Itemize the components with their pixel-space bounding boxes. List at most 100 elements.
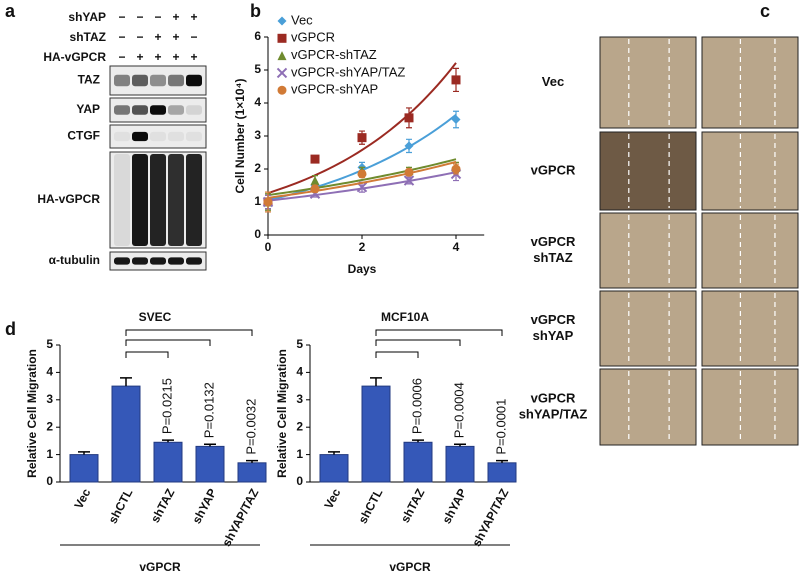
y-tick-label: 0 [296, 474, 303, 488]
error-bar [120, 377, 132, 387]
blot-band [132, 154, 148, 246]
group-label: vGPCR [139, 560, 181, 574]
legend-marker [277, 85, 287, 95]
comparison-bracket [125, 329, 253, 336]
y-tick-label: 4 [296, 365, 303, 379]
y-tick-label: 5 [46, 337, 53, 351]
fit-curve [267, 160, 457, 199]
marker [310, 176, 320, 186]
blot-band [150, 257, 166, 265]
error-bar [370, 377, 382, 387]
blot-band [186, 154, 202, 246]
x-tick-label: shCTL [356, 486, 386, 526]
protein-label: TAZ [78, 73, 100, 87]
row-label: vGPCR [531, 234, 576, 249]
panel-label: c [760, 1, 770, 21]
wound-image [701, 368, 799, 446]
blot-band [114, 131, 130, 142]
marker [404, 141, 414, 151]
error-bar [328, 451, 340, 455]
comparison-bracket [375, 351, 419, 358]
protein-label: CTGF [67, 129, 100, 143]
legend-label: vGPCR [291, 30, 335, 45]
marker [451, 115, 461, 124]
blot-band [150, 74, 166, 87]
bar [69, 454, 99, 483]
bar [111, 385, 141, 483]
blot-band [132, 257, 148, 265]
y-tick-label: 1 [296, 447, 303, 461]
blot-band [114, 257, 130, 265]
p-value: P=0.0001 [493, 399, 508, 455]
row-label: vGPCR [531, 390, 576, 405]
comparison-bracket [125, 339, 211, 346]
condition-sign: + [190, 50, 197, 64]
y-tick-label: 2 [254, 161, 261, 175]
legend-label: vGPCR-shYAP [291, 82, 378, 97]
y-tick-label: 2 [46, 419, 53, 433]
blot-band [114, 105, 130, 115]
condition-sign: + [154, 50, 161, 64]
legend-marker [277, 16, 287, 26]
x-tick-label: 4 [453, 240, 460, 254]
chart-title: MCF10A [381, 310, 429, 324]
fit-curve [267, 158, 457, 197]
panel-label: a [5, 1, 16, 21]
legend-label: vGPCR-shYAP/TAZ [291, 64, 405, 79]
y-tick-label: 5 [254, 62, 261, 76]
error-bar [246, 459, 258, 463]
y-tick-label: 0 [46, 474, 53, 488]
p-value: P=0.0032 [243, 399, 258, 455]
bar [403, 441, 433, 483]
marker [357, 169, 367, 179]
x-tick-label: shTAZ [148, 486, 177, 525]
blot-band [132, 131, 148, 142]
y-tick-label: 1 [254, 194, 261, 208]
y-axis-title: Relative Cell Migration [275, 349, 289, 478]
condition-sign: − [154, 10, 161, 24]
blot-band [168, 154, 184, 246]
x-tick-label: 2 [359, 240, 366, 254]
y-axis-title: Cell Number (1×10⁴) [233, 79, 247, 194]
bar [445, 445, 475, 483]
legend-marker [277, 33, 287, 43]
marker [357, 133, 367, 143]
comparison-bracket [375, 339, 461, 346]
x-tick-label: shTAZ [398, 486, 427, 525]
blot-band [150, 105, 166, 115]
p-value: P=0.0004 [451, 382, 466, 438]
row-label: shYAP [533, 328, 574, 343]
y-tick-label: 3 [296, 392, 303, 406]
y-tick-label: 3 [46, 392, 53, 406]
condition-sign: + [172, 50, 179, 64]
wound-image [701, 212, 799, 289]
y-tick-label: 3 [254, 128, 261, 142]
legend-label: Vec [291, 12, 313, 27]
row-label: shYAP/TAZ [519, 406, 588, 421]
marker [404, 167, 414, 177]
legend-label: vGPCR-shTAZ [291, 47, 377, 62]
blot-band [168, 131, 184, 142]
error-bar [412, 439, 424, 443]
comparison-bracket [375, 329, 503, 336]
condition-label: shYAP [68, 10, 106, 24]
bar [361, 385, 391, 483]
y-tick-label: 2 [296, 419, 303, 433]
x-tick-label: shYAP/TAZ [219, 486, 261, 549]
y-tick-label: 6 [254, 29, 261, 43]
group-label: vGPCR [389, 560, 431, 574]
wound-image [701, 290, 799, 367]
condition-sign: + [190, 10, 197, 24]
error-bar [204, 443, 216, 447]
protein-label: YAP [76, 102, 100, 116]
legend-marker [277, 51, 287, 61]
blot-band [168, 257, 184, 265]
x-tick-label: Vec [71, 486, 93, 511]
marker [403, 175, 415, 186]
wound-image [599, 212, 697, 289]
marker [404, 113, 414, 123]
condition-sign: − [118, 30, 125, 44]
blot-band [186, 131, 202, 142]
